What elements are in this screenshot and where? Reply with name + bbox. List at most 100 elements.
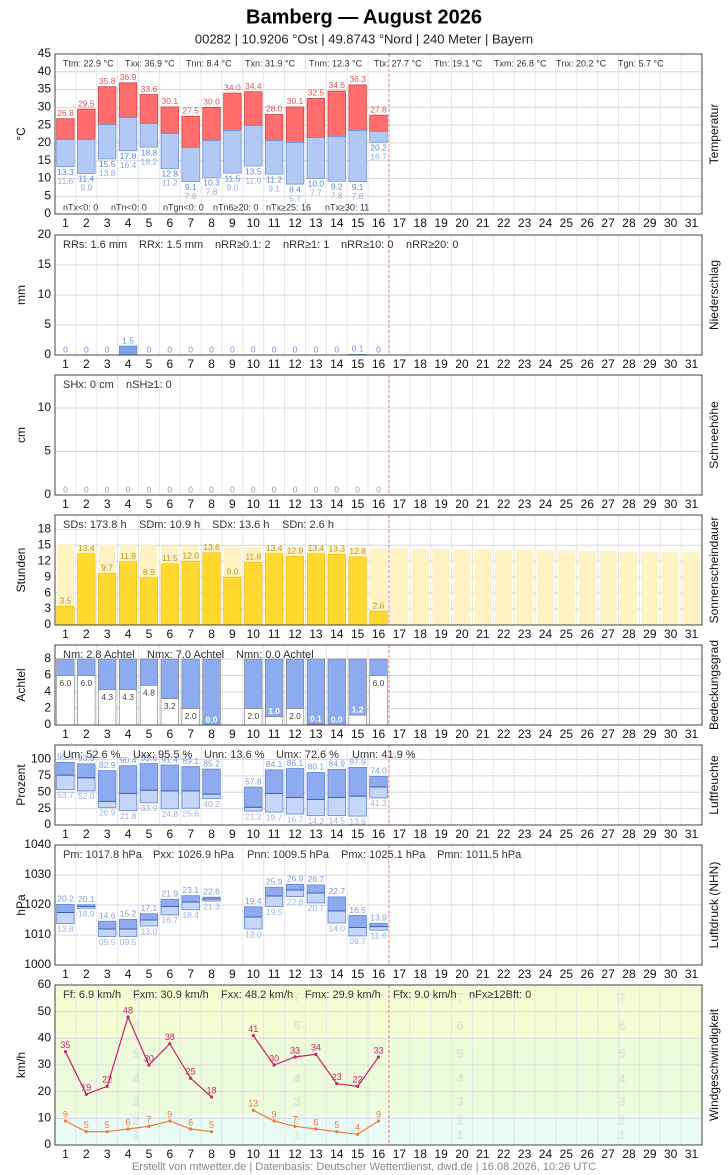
value-label: 9 bbox=[63, 1109, 68, 1119]
x-tick-label: 15 bbox=[351, 1147, 365, 1161]
y-tick-label: 10 bbox=[38, 287, 52, 301]
value-label: 23 bbox=[332, 1072, 342, 1082]
series-point bbox=[84, 1130, 88, 1134]
range-lower bbox=[139, 789, 159, 804]
series-point bbox=[272, 1119, 276, 1123]
beaufort-label: 7 bbox=[456, 990, 463, 1005]
beaufort-label: 5 bbox=[293, 1046, 300, 1061]
range-lower bbox=[56, 912, 75, 925]
range-lower bbox=[160, 132, 179, 169]
value-label: 0 bbox=[314, 344, 319, 354]
x-tick-label: 9 bbox=[229, 627, 236, 641]
value-label: 22 bbox=[353, 1075, 363, 1085]
stat-text: Umx: 72.6 % bbox=[276, 749, 339, 761]
series-point bbox=[168, 1042, 172, 1046]
range-upper bbox=[160, 764, 179, 792]
x-tick-label: 12 bbox=[288, 627, 302, 641]
plot-frame bbox=[54, 844, 703, 966]
x-tick-label: 22 bbox=[497, 497, 511, 511]
x-tick-label: 19 bbox=[434, 627, 448, 641]
range-upper bbox=[285, 883, 305, 891]
stat-text: SDx: 13.6 h bbox=[212, 519, 269, 531]
x-tick-label: 24 bbox=[539, 357, 553, 371]
x-tick-label: 8 bbox=[208, 1147, 215, 1161]
y-tick-label: 30 bbox=[38, 100, 52, 114]
stat-text-bottom: nTn6≥20: 0 bbox=[213, 202, 258, 212]
x-tick-label: 1 bbox=[62, 497, 69, 511]
x-tick-label: 26 bbox=[581, 216, 595, 230]
x-tick-label: 23 bbox=[518, 967, 532, 981]
value-label: 6.0 bbox=[60, 678, 72, 688]
value-label: 6 bbox=[126, 1117, 131, 1127]
bar bbox=[56, 606, 75, 626]
value-label: 4.3 bbox=[122, 692, 134, 702]
value-label: 34 bbox=[311, 1043, 321, 1053]
max-label: 91.4 bbox=[162, 754, 179, 764]
stat-text: Nmn: 0.0 Achtel bbox=[236, 649, 314, 661]
stat-text: nRR≥10: 0 bbox=[341, 239, 394, 251]
range-upper bbox=[264, 769, 284, 794]
x-tick-label: 28 bbox=[622, 627, 636, 641]
series-point bbox=[147, 1124, 151, 1128]
range-lower bbox=[264, 895, 284, 907]
x-tick-label: 7 bbox=[187, 1147, 194, 1161]
x-tick-label: 14 bbox=[330, 967, 344, 981]
y-tick-label: 0 bbox=[44, 817, 51, 831]
x-tick-label: 6 bbox=[166, 727, 173, 741]
extra-label: 13.8 bbox=[99, 168, 116, 178]
x-tick-label: 1 bbox=[62, 967, 69, 981]
x-tick-label: 18 bbox=[414, 967, 428, 981]
range-upper bbox=[306, 884, 326, 894]
x-tick-label: 7 bbox=[187, 357, 194, 371]
value-label: 1.5 bbox=[122, 335, 134, 345]
x-tick-label: 7 bbox=[187, 727, 194, 741]
y-tick-label: 0 bbox=[44, 617, 51, 631]
range-upper bbox=[369, 114, 388, 132]
stat-text: Txm: 26.8 °C bbox=[494, 58, 547, 68]
x-tick-label: 21 bbox=[476, 497, 490, 511]
x-tick-label: 9 bbox=[229, 727, 236, 741]
y-axis-label: cm bbox=[14, 427, 28, 443]
max-label: 34.4 bbox=[245, 81, 262, 91]
extra-label: 11.6 bbox=[57, 176, 73, 186]
x-tick-label: 19 bbox=[434, 497, 448, 511]
x-tick-label: 22 bbox=[497, 967, 511, 981]
y-tick-label: 2 bbox=[44, 701, 51, 715]
panel-title: Windgeschwindigkeit bbox=[707, 1008, 721, 1121]
x-tick-label: 28 bbox=[622, 1147, 636, 1161]
sky-bar bbox=[56, 658, 75, 676]
beaufort-label: 1 bbox=[618, 1127, 625, 1142]
x-tick-label: 17 bbox=[393, 967, 407, 981]
beaufort-label: 5 bbox=[618, 1046, 625, 1061]
range-upper bbox=[348, 766, 367, 797]
x-tick-label: 25 bbox=[560, 1147, 574, 1161]
stat-text: nRR≥20: 0 bbox=[406, 239, 459, 251]
max-label: 36.9 bbox=[120, 72, 137, 82]
value-label: 0 bbox=[376, 484, 381, 494]
range-upper bbox=[264, 886, 284, 897]
value-label: 0 bbox=[167, 484, 172, 494]
min-label: 13.0 bbox=[141, 926, 158, 936]
x-tick-label: 23 bbox=[518, 727, 532, 741]
y-tick-label: 20 bbox=[38, 1084, 52, 1098]
max-label: 27.8 bbox=[370, 104, 387, 114]
extra-label: 7.8 bbox=[352, 191, 364, 201]
x-tick-label: 25 bbox=[560, 497, 574, 511]
value-label: 3.5 bbox=[60, 596, 72, 606]
value-label: 8.9 bbox=[143, 567, 155, 577]
range-upper bbox=[118, 919, 138, 930]
x-tick-label: 2 bbox=[83, 216, 90, 230]
x-tick-label: 11 bbox=[268, 727, 281, 741]
x-tick-label: 8 bbox=[208, 827, 215, 841]
bar bbox=[98, 573, 117, 626]
possible-bar bbox=[369, 548, 388, 625]
range-upper bbox=[285, 106, 305, 143]
max-label: 57.8 bbox=[245, 776, 262, 786]
min-label: 13.3 bbox=[57, 167, 74, 177]
beaufort-label: 1 bbox=[456, 1127, 463, 1142]
y-tick-label: 18 bbox=[38, 522, 52, 536]
value-label: 3.2 bbox=[164, 701, 176, 711]
panel-title: Schneehöhe bbox=[707, 401, 721, 469]
max-label: 34.0 bbox=[224, 82, 241, 92]
y-tick-label: 15 bbox=[38, 153, 52, 167]
